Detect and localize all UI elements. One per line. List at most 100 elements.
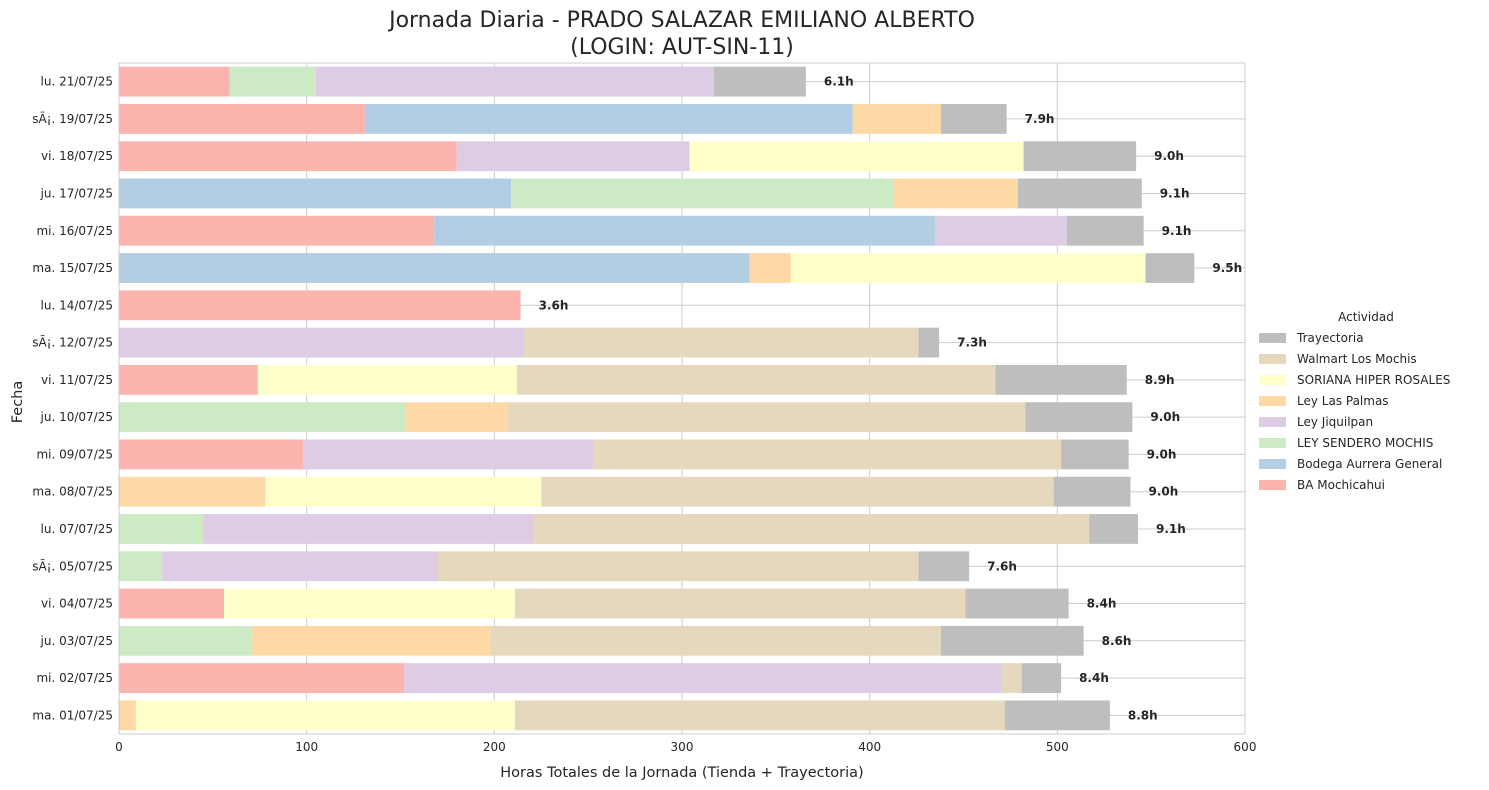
x-axis-label: Horas Totales de la Jornada (Tienda + Tr…: [500, 765, 863, 781]
bar-segment: [203, 514, 534, 544]
legend-entry: BA Mochicahui: [1297, 478, 1385, 492]
x-tick-label: 100: [295, 740, 318, 754]
bar-segment: [119, 402, 407, 433]
y-tick-label: lu. 14/07/25: [41, 298, 113, 312]
bar-segment: [940, 625, 1084, 656]
legend-entry: SORIANA HIPER ROSALES: [1297, 373, 1450, 387]
bar-segment: [852, 104, 941, 134]
y-tick-labels: lu. 21/07/25 sÃ¡. 19/07/25 vi. 18/07/25 ju.…: [32, 75, 113, 723]
total-label: 9.1h: [1156, 522, 1186, 536]
bar-segment: [533, 514, 1090, 544]
total-label: 9.0h: [1147, 447, 1177, 461]
total-label: 3.6h: [539, 298, 569, 312]
y-tick-label: lu. 21/07/25: [41, 75, 113, 89]
bar-segment: [541, 476, 1054, 507]
bar-segment: [1061, 439, 1129, 470]
bar-segment: [1145, 253, 1195, 283]
total-label: 9.0h: [1154, 149, 1184, 163]
bar-segment: [135, 700, 515, 731]
total-label: 8.8h: [1128, 708, 1158, 722]
bar-segment: [364, 104, 853, 134]
bar-segment: [935, 215, 1067, 246]
y-tick-label: sÃ¡. 19/07/25: [32, 111, 113, 126]
bar-segment: [1025, 402, 1133, 433]
bar-segment: [119, 178, 512, 209]
bar-segment: [490, 625, 941, 656]
bar-segment: [1004, 700, 1110, 731]
total-label: 9.1h: [1160, 186, 1190, 200]
y-tick-label: vi. 04/07/25: [41, 597, 113, 611]
bar-segment: [229, 66, 317, 97]
total-label: 7.3h: [957, 336, 987, 350]
y-tick-label: vi. 11/07/25: [41, 373, 113, 387]
bar-segment: [162, 551, 439, 582]
bar-segment: [965, 588, 1069, 619]
legend-swatch: [1259, 459, 1286, 469]
total-label: 6.1h: [824, 75, 854, 89]
bar-segment: [524, 327, 919, 358]
legend-entry: Ley Jiquilpan: [1297, 415, 1373, 429]
bar-segment: [713, 66, 806, 97]
bar-segment: [265, 476, 542, 507]
bar-segment: [119, 215, 435, 246]
bar-segment: [257, 364, 517, 395]
legend-swatch: [1259, 354, 1286, 364]
bar-segment: [593, 439, 1062, 470]
bar-segment: [119, 700, 136, 731]
bar-segment: [119, 625, 253, 656]
legend-swatch: [1259, 480, 1286, 490]
y-tick-label: ma. 01/07/25: [32, 708, 113, 722]
x-tick-label: 600: [1234, 740, 1257, 754]
total-label: 7.9h: [1025, 112, 1055, 126]
bar-segment: [434, 215, 936, 246]
bar-segment: [1001, 663, 1022, 693]
bar-segment: [749, 253, 791, 283]
legend-swatch: [1259, 396, 1286, 406]
bar-segment: [1021, 663, 1062, 693]
y-tick-label: ju. 17/07/25: [40, 186, 113, 200]
bar-segment: [316, 66, 714, 97]
bar-segment: [119, 104, 365, 134]
bar-segment: [119, 439, 303, 470]
legend-entry: Bodega Aurrera General: [1297, 457, 1442, 471]
y-tick-label: sÃ¡. 05/07/25: [32, 558, 113, 573]
bar-segment: [940, 104, 1007, 134]
bar-segment: [119, 327, 525, 358]
bar-segment: [119, 290, 521, 321]
bar-segment: [507, 402, 1026, 433]
legend-swatch: [1259, 375, 1286, 385]
bar-segment: [918, 551, 970, 582]
plot-frame: [118, 62, 1246, 735]
y-tick-label: ju. 10/07/25: [40, 410, 113, 424]
y-tick-label: ma. 15/07/25: [32, 261, 113, 275]
legend-swatch: [1259, 417, 1286, 427]
bar-segment: [1089, 514, 1139, 544]
bar-segment: [119, 663, 405, 693]
bar-segment: [119, 476, 266, 507]
total-label: 9.0h: [1149, 485, 1179, 499]
bar-segment: [1017, 178, 1142, 209]
bar-segment: [119, 141, 457, 172]
bar-segment: [1066, 215, 1144, 246]
bar-segment: [119, 514, 204, 544]
total-label: 9.0h: [1150, 410, 1180, 424]
bar-segment: [252, 625, 491, 656]
bar-segment: [119, 253, 750, 283]
bar-segment: [119, 588, 225, 619]
total-labels: 6.1h 7.9h 9.0h 9.1h 9.1h 9.5h 3.6h 7.3h 8.9h 9.0h…: [539, 75, 1243, 723]
total-label: 8.4h: [1087, 597, 1117, 611]
y-tick-label: ju. 03/07/25: [40, 634, 113, 648]
chart-title-line1: Jornada Diaria - PRADO SALAZAR EMILIANO …: [387, 8, 975, 33]
total-label: 8.4h: [1079, 671, 1109, 685]
bar-segment: [224, 588, 515, 619]
bar-segment: [404, 663, 1002, 693]
chart-title-line2: (LOGIN: AUT-SIN-11): [570, 35, 794, 60]
legend-entry: LEY SENDERO MOCHIS: [1297, 436, 1433, 450]
bar-segment: [119, 364, 258, 395]
bar-segment: [995, 364, 1127, 395]
total-label: 8.6h: [1102, 634, 1132, 648]
y-tick-label: vi. 18/07/25: [41, 149, 113, 163]
bar-segment: [511, 178, 895, 209]
